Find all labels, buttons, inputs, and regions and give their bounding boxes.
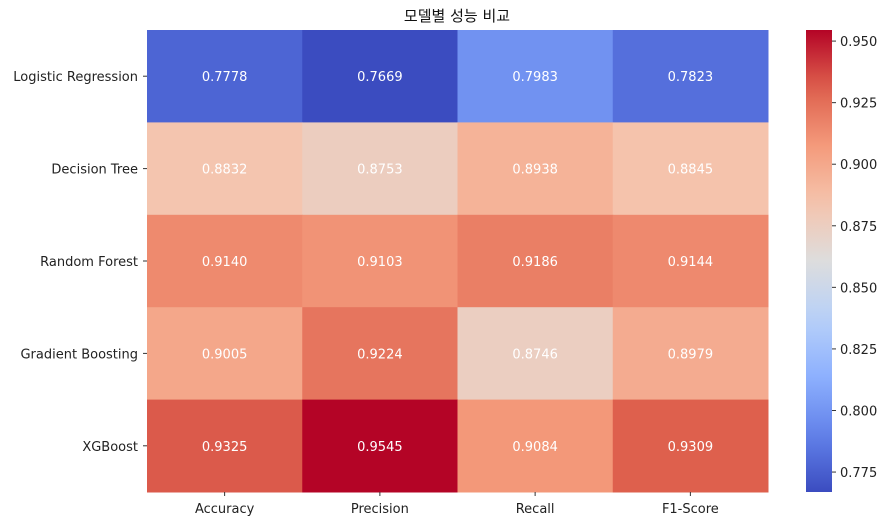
heatmap-cell-gradient-boosting-f1-score [612,307,769,401]
heatmap-cell-gradient-boosting-accuracy [147,307,303,401]
row-label-decision-tree: Decision Tree [51,163,138,178]
cell-value-label: 0.8746 [512,347,558,362]
row-label-logistic-regression: Logistic Regression [13,70,138,85]
colorbar-gradient [806,30,832,492]
colorbar-tick-label: 0.950 [840,35,877,50]
heatmap-cell-logistic-regression-recall [457,30,614,123]
column-label-f1-score: F1-Score [662,502,719,517]
cell-value-label: 0.8979 [668,347,714,362]
row-label-random-forest: Random Forest [40,255,138,270]
heatmap-cell-xgboost-accuracy [147,399,303,493]
row-labels: Logistic Regression Decision Tree Random F… [13,70,147,455]
heatmap-cell-gradient-boosting-precision [302,307,458,401]
cell-value-label: 0.7823 [668,70,714,85]
heatmap-cell-xgboost-recall [457,399,614,493]
row-label-gradient-boosting: Gradient Boosting [20,347,138,362]
column-labels: Accuracy Precision Recall F1-Score [195,492,719,517]
heatmap-cell-decision-tree-accuracy [147,122,303,216]
heatmap-cell-logistic-regression-accuracy [147,30,303,123]
colorbar-tick-label: 0.800 [840,404,877,419]
cell-value-label: 0.9005 [202,347,248,362]
heatmap-cell-random-forest-precision [302,214,458,308]
cell-value-label: 0.8938 [512,163,558,178]
colorbar: 0.775 0.800 0.825 0.850 0.875 0.900 0.925 0.950 [806,30,877,492]
cell-value-label: 0.7778 [202,70,248,85]
heatmap-cell-decision-tree-precision [302,122,458,216]
cell-value-label: 0.9309 [668,440,714,455]
cell-value-label: 0.9186 [512,255,558,270]
cell-value-label: 0.9224 [357,347,403,362]
column-label-recall: Recall [516,502,555,517]
heatmap-cell-decision-tree-recall [457,122,614,216]
heatmap-cell-random-forest-accuracy [147,214,303,308]
colorbar-tick-label: 0.775 [840,466,877,481]
colorbar-tick-label: 0.825 [840,343,877,358]
colorbar-tick-label: 0.850 [840,281,877,296]
heatmap-cell-xgboost-f1-score [612,399,769,493]
heatmap-cell-random-forest-recall [457,214,614,308]
cell-value-label: 0.9084 [512,440,558,455]
cell-value-label: 0.9325 [202,440,248,455]
cell-value-label: 0.8832 [202,163,248,178]
heatmap-cell-decision-tree-f1-score [612,122,769,216]
heatmap-cell-logistic-regression-f1-score [612,30,769,123]
row-label-xgboost: XGBoost [82,440,138,455]
cell-value-label: 0.7669 [357,70,403,85]
heatmap-cell-logistic-regression-precision [302,30,458,123]
cell-value-label: 0.7983 [512,70,558,85]
heatmap-cell-gradient-boosting-recall [457,307,614,401]
heatmap-cell-xgboost-precision [302,399,458,493]
cell-value-label: 0.8845 [668,163,714,178]
cell-value-label: 0.9144 [668,255,714,270]
column-label-precision: Precision [351,502,409,517]
cell-value-label: 0.8753 [357,163,403,178]
cell-value-label: 0.9545 [357,440,403,455]
cell-value-label: 0.9140 [202,255,248,270]
cell-value-label: 0.9103 [357,255,403,270]
colorbar-tick-label: 0.875 [840,220,877,235]
heatmap-cell-random-forest-f1-score [612,214,769,308]
column-label-accuracy: Accuracy [195,502,255,517]
chart-title: 모델별 성능 비교 [404,7,510,25]
colorbar-tick-label: 0.925 [840,97,877,112]
heatmap-cells: 0.7778 0.7669 0.7983 0.7823 0.8832 0.8753 0.89… [147,30,769,493]
colorbar-tick-label: 0.900 [840,158,877,173]
